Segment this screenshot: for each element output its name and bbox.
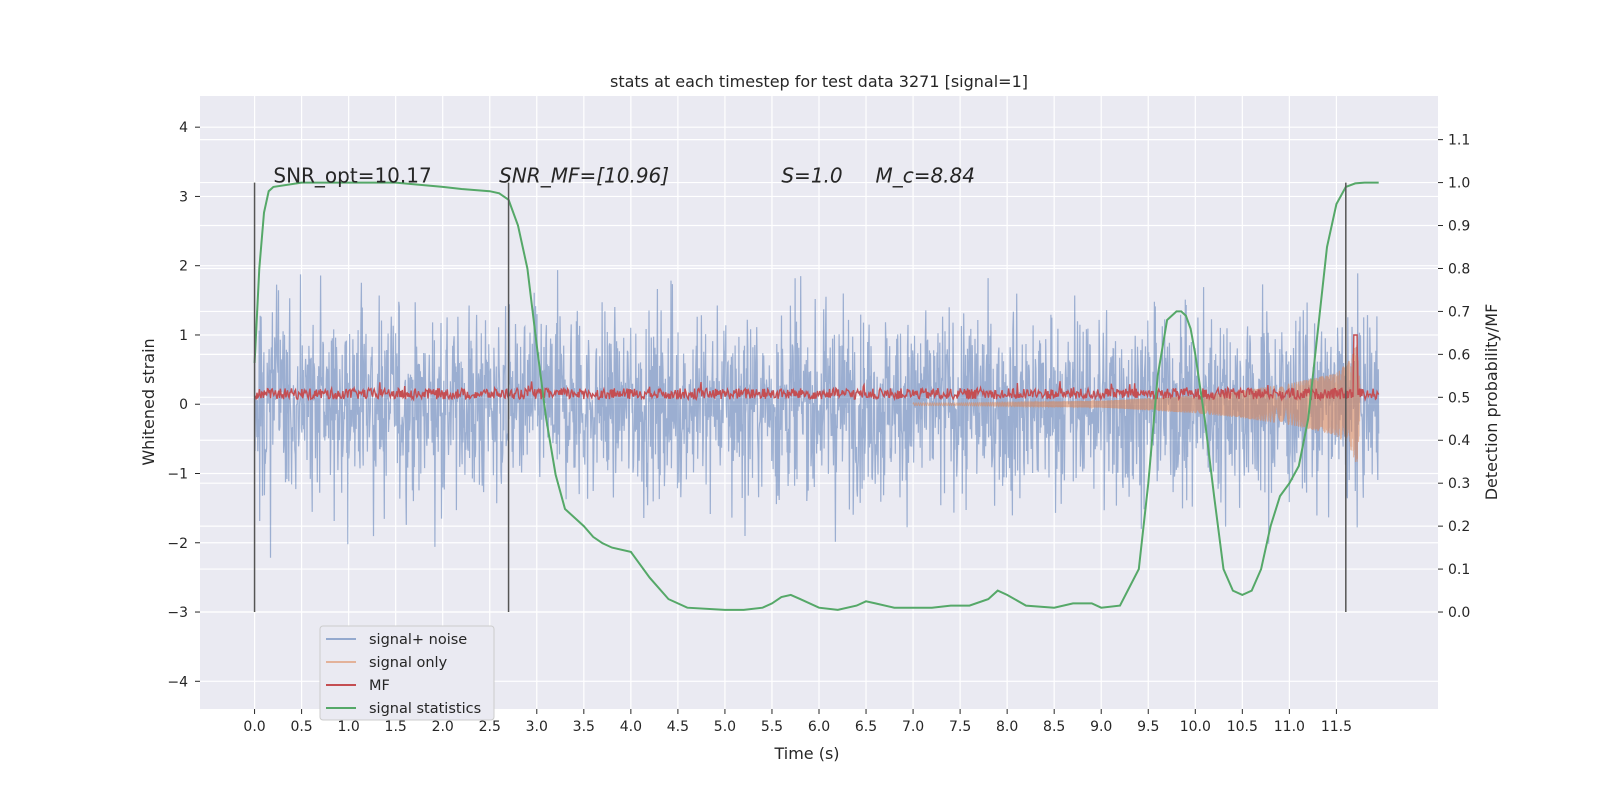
x-tick-label: 1.0	[338, 719, 360, 735]
x-axis-ticks: 0.0 0.5 1.0 1.5 2.0 2.5 3.0 3.5 4.0 4.5 5.0 5.5 6.0 6…	[243, 709, 1352, 735]
x-tick-label: 0.0	[243, 719, 265, 735]
x-tick-label: 6.0	[808, 719, 830, 735]
y2-tick-label: 0.4	[1448, 433, 1470, 449]
x-tick-label: 5.0	[714, 719, 736, 735]
series-signal-only	[912, 344, 1361, 463]
series-mf	[254, 334, 1380, 402]
x-tick-label: 6.5	[855, 719, 877, 735]
y2-tick-label: 0.2	[1448, 519, 1470, 535]
y2-tick-label: 0.6	[1448, 347, 1470, 363]
y2-tick-label: 0.9	[1448, 219, 1470, 235]
y2-tick-label: 0.7	[1448, 304, 1470, 320]
x-tick-label: 8.0	[996, 719, 1018, 735]
x-axis-label: Time (s)	[773, 744, 839, 763]
legend-label-signal-noise: signal+ noise	[369, 632, 467, 648]
x-tick-label: 9.0	[1090, 719, 1112, 735]
x-tick-label: 2.5	[479, 719, 501, 735]
x-tick-label: 3.5	[573, 719, 595, 735]
y-tick-label: −1	[167, 466, 188, 482]
annotations: SNR_opt=10.17 SNR_MF=[10.96] S=1.0 M_c=8.84	[273, 164, 975, 188]
annotation-text: M_c=8.84	[875, 164, 975, 188]
y-tick-label: 3	[179, 189, 188, 205]
y-tick-label: 0	[179, 397, 188, 413]
x-tick-label: 8.5	[1043, 719, 1065, 735]
x-tick-label: 11.0	[1274, 719, 1305, 735]
y-tick-label: −2	[167, 536, 188, 552]
x-tick-label: 4.5	[667, 719, 689, 735]
legend: signal+ noise signal only MF signal stat…	[319, 625, 495, 721]
y2-tick-label: 0.8	[1448, 261, 1470, 277]
annotation-text: SNR_MF=[10.96]	[499, 164, 669, 188]
y2-axis-label: Detection probability/MF	[1482, 304, 1501, 501]
y-tick-label: −3	[167, 605, 188, 621]
y2-tick-label: 0.1	[1448, 562, 1470, 578]
x-tick-label: 9.5	[1137, 719, 1159, 735]
annotation-text: S=1.0	[781, 164, 842, 188]
y2-tick-label: 0.3	[1448, 476, 1470, 492]
x-tick-label: 7.5	[949, 719, 971, 735]
x-tick-label: 5.5	[761, 719, 783, 735]
series-layer	[253, 181, 1380, 611]
legend-label-signal-statistics: signal statistics	[369, 701, 481, 717]
legend-box	[319, 625, 495, 721]
x-tick-label: 10.5	[1227, 719, 1258, 735]
y-tick-label: 2	[179, 259, 188, 275]
annotation-text: SNR_opt=10.17	[273, 164, 431, 188]
legend-label-mf: MF	[369, 678, 390, 694]
y2-tick-label: 0.5	[1448, 390, 1470, 406]
x-tick-label: 7.0	[902, 719, 924, 735]
y2-tick-label: 1.0	[1448, 176, 1470, 192]
x-tick-label: 11.5	[1321, 719, 1352, 735]
x-tick-label: 3.0	[526, 719, 548, 735]
x-tick-label: 10.0	[1180, 719, 1211, 735]
vertical-markers	[253, 182, 1347, 613]
y2-tick-label: 1.1	[1448, 133, 1470, 149]
chart-title: stats at each timestep for test data 327…	[610, 72, 1028, 91]
y-axis-label: Whitened strain	[139, 338, 158, 465]
y-tick-label: −4	[167, 674, 188, 690]
y2-axis-ticks: 1.1 1.0 0.9 0.8 0.7 0.6 0.5 0.4 0.3 0.2 0.1 0.0	[1438, 133, 1470, 621]
x-tick-label: 4.0	[620, 719, 642, 735]
series-signal-noise	[254, 270, 1380, 558]
y-tick-label: 4	[179, 120, 188, 136]
x-tick-label: 1.5	[385, 719, 407, 735]
legend-label-signal-only: signal only	[369, 655, 448, 671]
x-tick-label: 0.5	[290, 719, 312, 735]
y-axis-ticks: 4 3 2 1 0 −1 −2 −3 −4	[167, 120, 200, 690]
y-tick-label: 1	[179, 328, 188, 344]
x-tick-label: 2.0	[432, 719, 454, 735]
series-signal-statistics	[253, 181, 1379, 611]
y2-tick-label: 0.0	[1448, 605, 1470, 621]
